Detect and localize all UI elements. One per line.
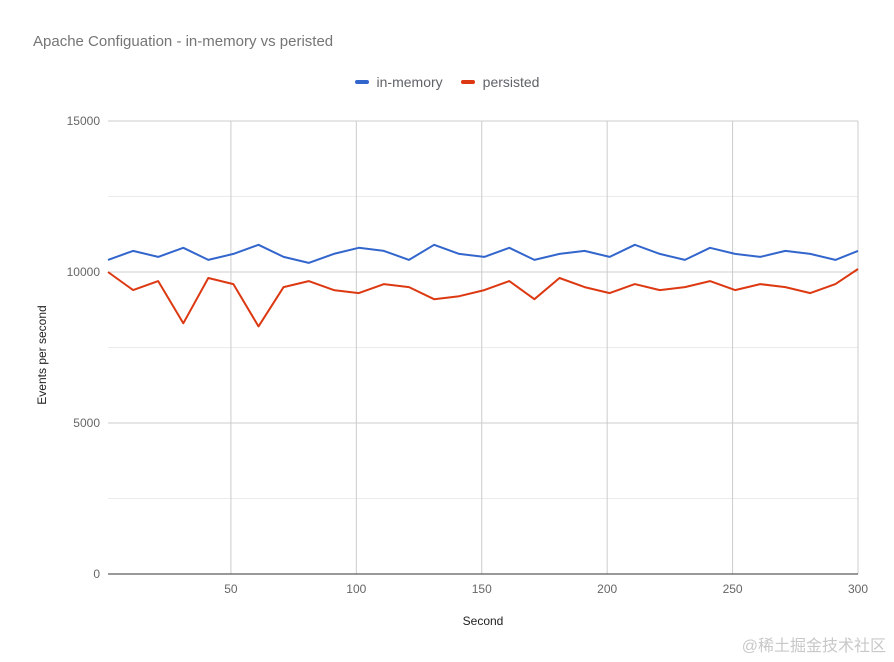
x-tick-label: 150 bbox=[472, 582, 492, 596]
watermark: @稀土掘金技术社区 bbox=[741, 638, 886, 655]
x-tick-label: 100 bbox=[346, 582, 366, 596]
legend-label-persisted: persisted bbox=[482, 74, 540, 90]
legend: in-memory persisted bbox=[0, 74, 894, 90]
chart-title: Apache Configuation - in-memory vs peris… bbox=[33, 33, 334, 50]
y-tick-label: 5000 bbox=[73, 416, 100, 430]
legend-item-in-memory[interactable]: in-memory bbox=[354, 74, 443, 90]
legend-swatch-in-memory bbox=[354, 80, 369, 84]
y-tick-label: 0 bbox=[93, 567, 100, 581]
legend-swatch-persisted bbox=[460, 80, 475, 84]
legend-item-persisted[interactable]: persisted bbox=[460, 74, 540, 90]
x-tick-label: 50 bbox=[224, 582, 238, 596]
x-tick-label: 200 bbox=[597, 582, 617, 596]
series-line-in-memory bbox=[107, 243, 859, 264]
x-tick-label: 250 bbox=[723, 582, 743, 596]
y-tick-label: 10000 bbox=[67, 265, 101, 279]
legend-label-in-memory: in-memory bbox=[376, 74, 443, 90]
x-axis-title: Second bbox=[462, 614, 504, 628]
y-tick-label: 15000 bbox=[67, 114, 101, 128]
series-line-persisted bbox=[107, 268, 859, 328]
x-tick-label: 300 bbox=[848, 582, 868, 596]
